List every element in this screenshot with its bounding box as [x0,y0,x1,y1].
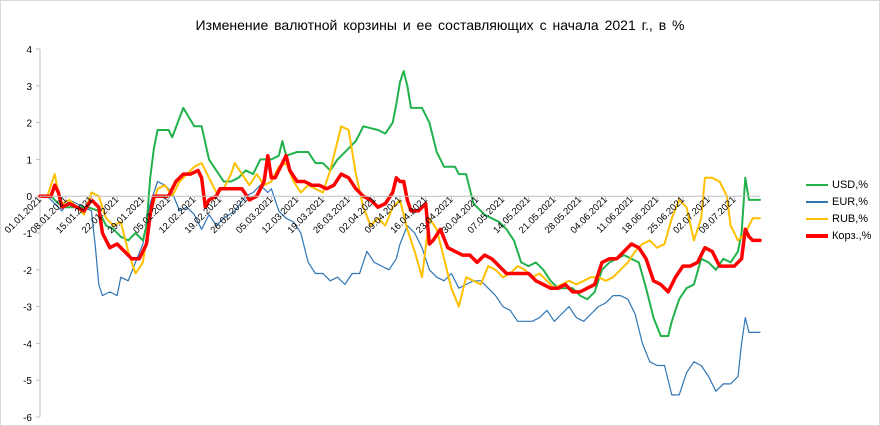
series-line-1 [39,180,761,396]
legend-label: RUB,% [832,212,869,225]
y-tick-label: 0 [26,192,32,203]
legend-swatch [806,233,828,238]
series-line-0 [39,70,761,337]
y-tick-label: -2 [23,266,32,277]
legend-label: USD,% [832,178,869,191]
legend-swatch [806,217,828,220]
y-tick-label: 2 [26,119,32,130]
legend-swatch [806,200,828,203]
legend: USD,% EUR,% RUB,% Корз.,% [806,176,871,244]
legend-label: EUR,% [832,195,869,208]
y-tick-label: 1 [26,155,32,166]
y-tick-label: 3 [26,82,32,93]
legend-item: USD,% [806,176,871,193]
y-tick-label: 4 [26,45,32,56]
legend-item: Корз.,% [806,227,871,244]
x-axis-ticks: 01.01.202108.01.202115.01.202122.01.2021… [3,195,739,236]
y-tick-label: -3 [23,303,32,314]
chart-title: Изменение валютной корзины и ее составля… [195,17,685,33]
legend-item: EUR,% [806,193,871,210]
legend-item: RUB,% [806,210,871,227]
legend-swatch [806,183,828,186]
y-tick-label: -5 [23,376,32,387]
legend-label: Корз.,% [832,229,872,242]
y-tick-label: -4 [23,339,32,350]
y-tick-label: -6 [23,413,32,424]
y-tick-label: -1 [23,229,32,240]
y-axis-ticks: 4 3 2 1 0 -1 -2 -3 -4 -5 -6 [23,45,40,424]
